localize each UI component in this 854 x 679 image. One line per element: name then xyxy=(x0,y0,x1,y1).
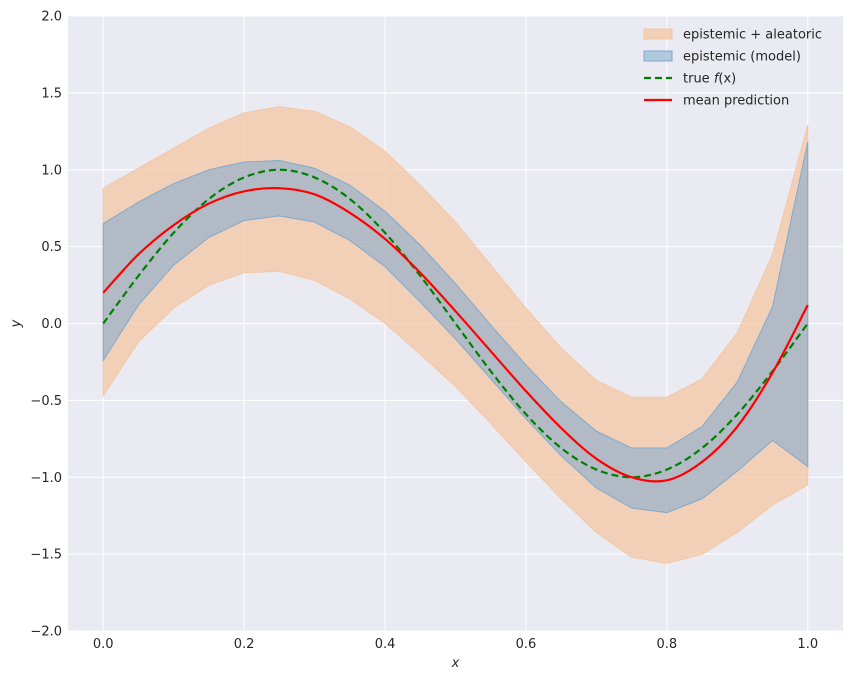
legend-item-true: true f(x) xyxy=(644,72,736,87)
legend-item-model: epistemic (model) xyxy=(643,50,801,65)
x-axis-label: x xyxy=(451,656,460,671)
legend: epistemic + aleatoric epistemic (model) tr… xyxy=(643,28,822,109)
x-tick-label: 0.6 xyxy=(516,637,537,652)
x-axis-ticks: 0.0 0.2 0.4 0.6 0.8 1.0 xyxy=(93,637,818,652)
x-tick-label: 0.2 xyxy=(234,637,255,652)
legend-item-mean: mean prediction xyxy=(644,94,789,109)
series-lines xyxy=(102,168,809,483)
y-tick-label: −2.0 xyxy=(30,625,62,640)
legend-item-total: epistemic + aleatoric xyxy=(643,28,822,43)
legend-label-true: true f(x) xyxy=(683,72,736,87)
legend-swatch-total xyxy=(643,28,673,40)
legend-label-mean: mean prediction xyxy=(683,94,789,109)
uncertainty-bands xyxy=(102,106,809,564)
y-axis-ticks: −2.0 −1.5 −1.0 −0.5 0.0 0.5 1.0 1.5 2.0 xyxy=(30,10,62,640)
y-tick-label: −1.0 xyxy=(30,471,62,486)
y-tick-label: −1.5 xyxy=(30,548,62,563)
x-tick-label: 0.4 xyxy=(375,637,396,652)
legend-swatch-model xyxy=(643,50,673,62)
y-tick-label: −0.5 xyxy=(30,394,62,409)
x-tick-label: 1.0 xyxy=(797,637,818,652)
mean-series-line xyxy=(102,186,809,483)
legend-label-model: epistemic (model) xyxy=(683,50,801,65)
true-series-line xyxy=(102,168,809,479)
y-tick-label: 1.0 xyxy=(41,163,62,178)
y-tick-label: 0.0 xyxy=(41,317,62,332)
legend-label-total: epistemic + aleatoric xyxy=(683,28,822,43)
model-uncertainty-band xyxy=(102,141,809,514)
y-axis-label: y xyxy=(9,319,24,328)
x-tick-label: 0.0 xyxy=(93,637,114,652)
y-tick-label: 1.5 xyxy=(41,86,62,101)
y-tick-label: 2.0 xyxy=(41,10,62,25)
y-tick-label: 0.5 xyxy=(41,240,62,255)
x-tick-label: 0.8 xyxy=(657,637,678,652)
